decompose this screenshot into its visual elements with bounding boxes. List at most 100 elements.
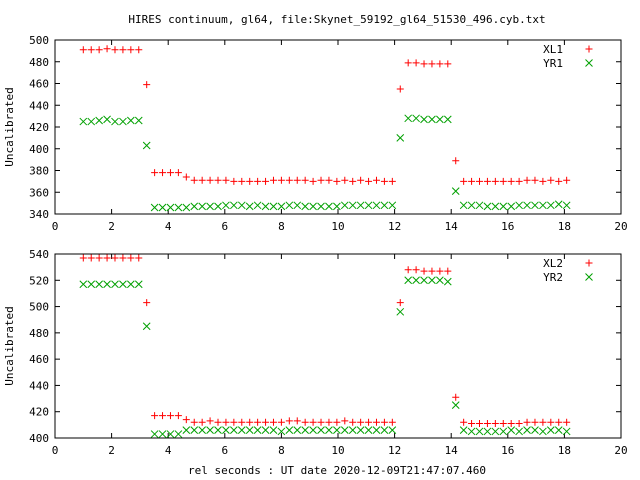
data-point [301,426,310,434]
data-point [396,299,404,307]
data-point [317,426,325,434]
data-point [404,59,412,67]
data-point [507,420,515,428]
x-tick-label: 0 [52,220,59,233]
data-point [151,169,159,177]
data-point [404,114,413,123]
x-tick-label: 14 [445,444,459,457]
data-point [301,202,310,211]
data-point [214,202,222,211]
data-point [79,280,88,289]
data-point [507,426,516,434]
data-point [269,176,277,184]
data-point [499,177,507,185]
data-point [420,115,428,124]
data-point [111,280,119,289]
data-point [523,426,531,434]
data-point [349,418,357,426]
data-point [491,177,499,185]
data-point [468,177,476,185]
data-point [412,114,420,123]
y-tick-label: 500 [29,34,49,47]
data-point [198,176,206,184]
data-point [198,426,207,434]
data-point [483,427,492,436]
data-point [246,418,254,426]
data-point [277,176,285,184]
x-tick-label: 6 [221,220,228,233]
data-point [166,430,175,438]
data-point [222,418,230,426]
data-point [134,116,143,125]
data-point [546,201,555,210]
data-point [230,201,238,210]
data-point [143,299,151,307]
data-point [372,418,380,426]
data-point [499,420,507,428]
data-point [380,426,389,434]
data-point [119,46,127,54]
data-point [166,169,174,177]
data-point [317,176,325,184]
data-point [166,203,175,212]
plot-frame [54,253,622,439]
data-point [79,254,87,262]
data-point [111,254,119,262]
x-tick-label: 12 [388,444,401,457]
data-point [483,202,492,211]
data-point [150,430,159,438]
data-point [134,280,143,289]
y-tick-label: 540 [29,248,49,261]
data-point [428,276,436,285]
data-point [206,426,214,434]
data-point [547,176,555,184]
data-point [539,201,547,210]
x-tick-label: 16 [501,220,514,233]
data-point [254,418,262,426]
x-tick-label: 10 [331,220,344,233]
data-point [420,267,428,275]
data-point [158,430,167,438]
data-point [159,412,167,420]
data-point [262,418,270,426]
data-point [428,60,436,68]
data-point [293,426,302,434]
x-tick-label: 4 [165,220,172,233]
data-point [174,169,182,177]
data-point [340,201,349,210]
data-point [515,420,523,428]
y-tick-label: 520 [29,274,49,287]
data-point [349,177,357,185]
data-point [364,426,373,434]
data-point [483,177,491,185]
data-point [388,201,397,210]
data-point [451,187,460,196]
data-point [277,418,285,426]
data-point [372,201,381,210]
data-point [555,177,563,185]
y-axis-label: Uncalibrated [3,306,16,385]
legend-label: YR2 [543,271,563,284]
data-point [103,45,111,53]
data-point [443,277,452,286]
data-point [87,117,96,126]
data-point [507,202,516,211]
data-point [396,134,405,142]
data-point [230,426,238,434]
data-point [119,280,127,289]
data-point [142,322,151,331]
series-YR2 [79,276,571,438]
series-YR1 [79,114,571,212]
data-point [325,418,333,426]
data-point [182,203,191,212]
data-point [87,46,95,54]
data-point [150,203,159,212]
data-point [190,202,199,211]
data-point [523,201,531,210]
data-point [230,418,238,426]
data-point [554,200,563,209]
data-point [277,202,286,211]
data-point [206,202,214,211]
data-point [127,254,135,262]
x-tick-label: 8 [278,220,285,233]
